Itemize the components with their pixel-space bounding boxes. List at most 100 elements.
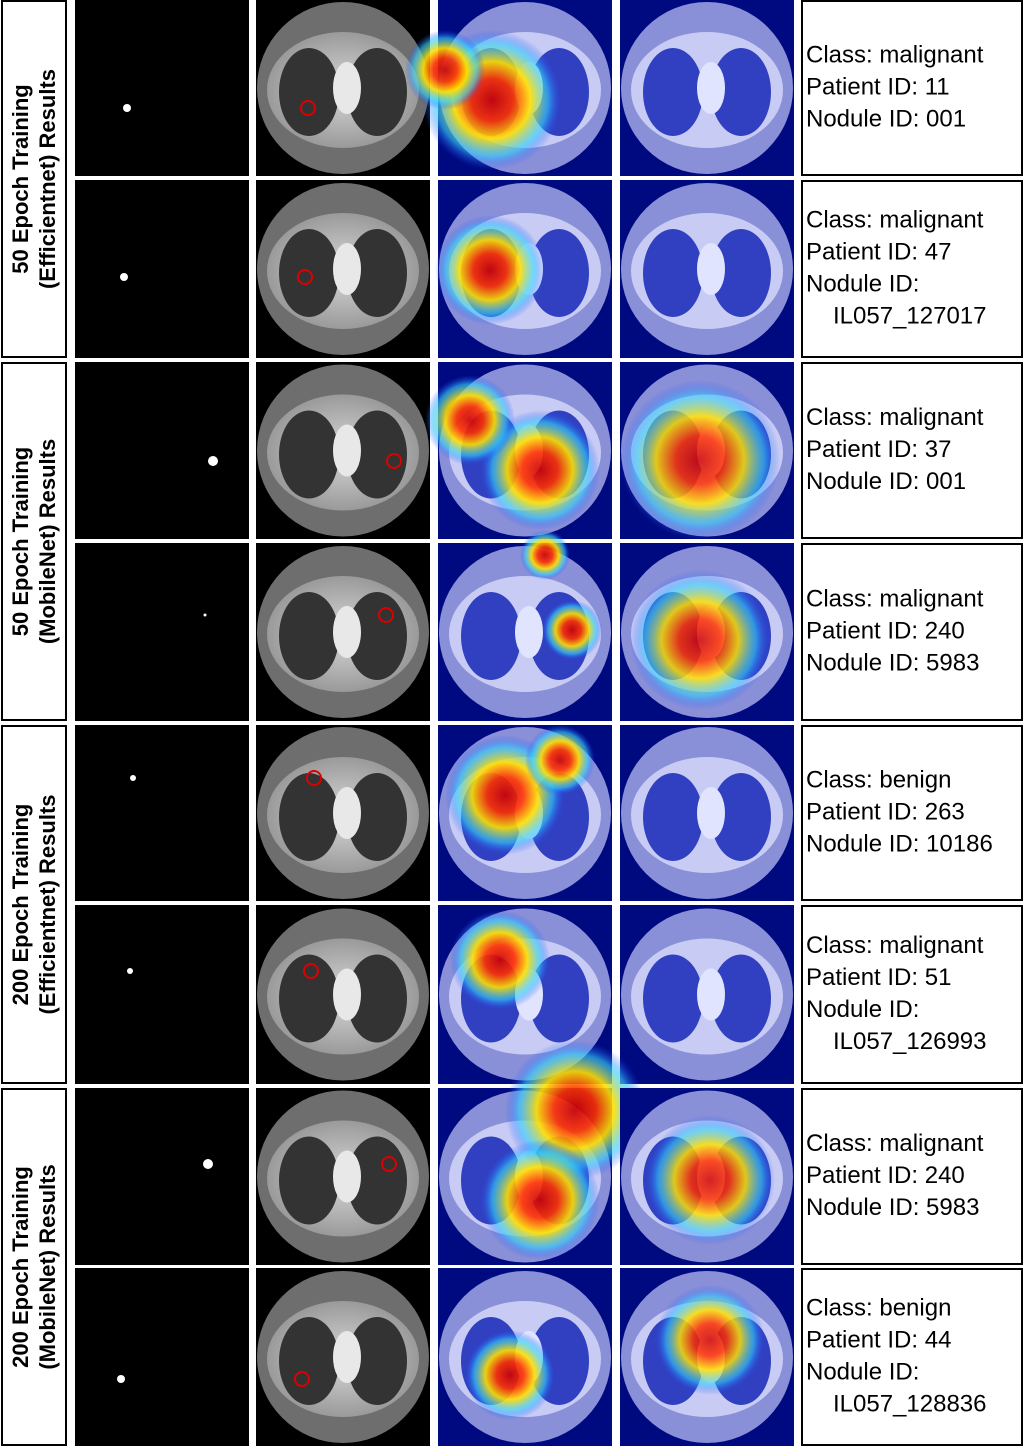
- heat-spot: [645, 1115, 775, 1245]
- info-box: [801, 905, 1023, 1084]
- lung: [711, 48, 771, 136]
- heat-spot: [630, 570, 770, 710]
- info-line: Class: malignant: [806, 932, 984, 959]
- heart: [333, 243, 361, 295]
- info-box: [801, 362, 1023, 539]
- heart: [697, 787, 725, 839]
- heart: [333, 1331, 361, 1383]
- group-label: (Efficientnet) Results: [35, 69, 60, 289]
- nodule-marker: [294, 1371, 310, 1387]
- lung: [279, 229, 339, 317]
- info-line: Patient ID: 263: [806, 798, 965, 825]
- group-label: (Efficientnet) Results: [35, 794, 60, 1014]
- lung: [643, 954, 703, 1043]
- nodule-mask: [120, 273, 128, 281]
- lung: [347, 954, 407, 1043]
- info-line: IL057_128836: [833, 1390, 987, 1417]
- nodule-marker: [297, 269, 313, 285]
- mask-image: [75, 725, 249, 901]
- lung: [461, 592, 521, 680]
- lung: [279, 592, 339, 680]
- info-line: Patient ID: 44: [806, 1326, 951, 1353]
- mask-image: [75, 362, 249, 539]
- info-line: Nodule ID: 001: [806, 105, 966, 132]
- lung: [347, 229, 407, 317]
- group-box: [1, 0, 67, 358]
- info-line: Class: benign: [806, 1294, 951, 1321]
- group-box: [1, 1088, 67, 1446]
- lung: [643, 229, 703, 317]
- info-line: Nodule ID: 001: [806, 468, 966, 495]
- heart: [697, 62, 725, 114]
- nodule-marker: [306, 770, 322, 786]
- nodule-mask: [127, 968, 133, 974]
- info-line: Patient ID: 47: [806, 238, 951, 265]
- info-line: Patient ID: 240: [806, 1162, 965, 1189]
- nodule-mask: [117, 1375, 125, 1383]
- lung: [711, 229, 771, 317]
- group-box: [1, 362, 67, 721]
- lung: [347, 773, 407, 861]
- group-box: [1, 725, 67, 1084]
- info-box: [801, 1088, 1023, 1265]
- info-box: [801, 725, 1023, 901]
- mask-image: [75, 180, 249, 358]
- nodule-marker: [378, 607, 394, 623]
- info-line: Patient ID: 11: [806, 73, 950, 100]
- mask-image: [75, 1088, 249, 1265]
- nodule-mask: [208, 456, 218, 466]
- heat-spot: [450, 910, 550, 1010]
- group-label: 50 Epoch Training: [8, 84, 33, 273]
- lung: [279, 773, 339, 861]
- lung: [279, 48, 339, 136]
- mask-image: [75, 0, 249, 176]
- nodule-mask: [203, 1159, 213, 1169]
- info-line: Nodule ID: 5983: [806, 649, 979, 676]
- heart: [333, 424, 361, 477]
- info-line: Nodule ID:: [806, 1358, 919, 1385]
- info-line: IL057_126993: [833, 1028, 987, 1055]
- mask-image: [75, 1268, 249, 1446]
- nodule-marker: [386, 453, 402, 469]
- info-box: [801, 180, 1023, 358]
- info-box: [801, 0, 1023, 176]
- nodule-marker: [303, 963, 319, 979]
- group-label: 50 Epoch Training: [8, 447, 33, 636]
- nodule-mask: [130, 775, 136, 781]
- lung: [279, 410, 339, 499]
- heat-spot: [520, 530, 570, 580]
- lung: [643, 48, 703, 136]
- mask-image: [75, 543, 249, 721]
- lung: [347, 1317, 407, 1405]
- heat-spot: [655, 1285, 765, 1395]
- info-line: Class: malignant: [806, 206, 984, 233]
- lung: [711, 773, 771, 861]
- info-line: Patient ID: 240: [806, 617, 965, 644]
- group-label: 200 Epoch Training: [8, 1166, 33, 1368]
- info-line: Class: malignant: [806, 404, 984, 431]
- info-line: Nodule ID:: [806, 270, 919, 297]
- group-label: (MobileNet) Results: [35, 439, 60, 644]
- heart: [333, 1150, 361, 1203]
- info-line: Nodule ID:: [806, 996, 919, 1023]
- heart: [697, 968, 725, 1021]
- nodule-mask: [203, 613, 207, 617]
- heat-spot: [465, 1330, 555, 1420]
- info-box: [801, 543, 1023, 721]
- info-box: [801, 1268, 1023, 1446]
- lung: [279, 1136, 339, 1225]
- nodule-marker: [300, 100, 316, 116]
- info-line: Patient ID: 37: [806, 436, 951, 463]
- lung: [643, 773, 703, 861]
- heart: [697, 243, 725, 295]
- info-line: Nodule ID: 5983: [806, 1194, 979, 1221]
- heart: [515, 606, 543, 658]
- info-line: IL057_127017: [833, 302, 987, 329]
- heat-spot: [542, 600, 602, 660]
- lung: [529, 229, 589, 317]
- group-label: 200 Epoch Training: [8, 804, 33, 1006]
- nodule-marker: [381, 1156, 397, 1172]
- lung: [279, 1317, 339, 1405]
- heat-spot: [525, 725, 595, 795]
